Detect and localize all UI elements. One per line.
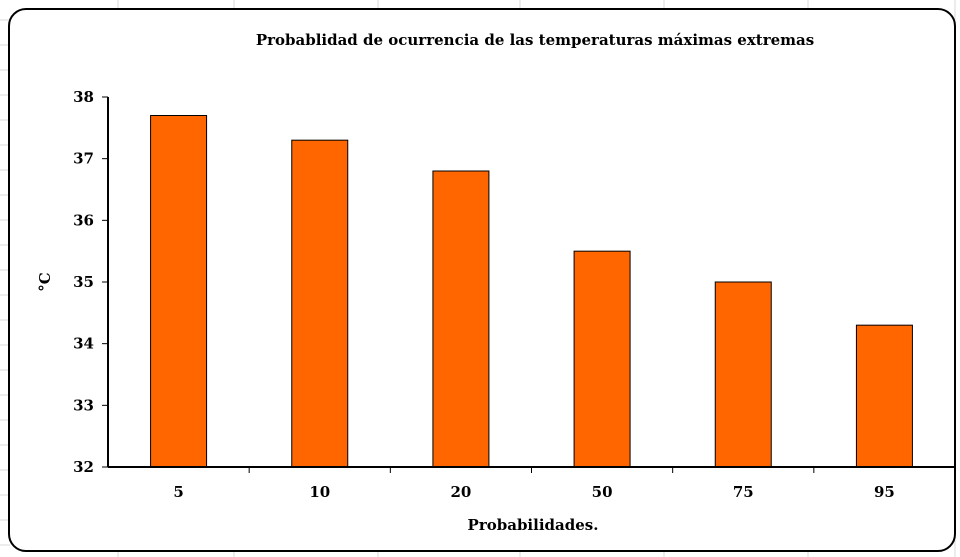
bar-75[interactable] xyxy=(714,281,772,468)
y-tick-label: 37 xyxy=(73,150,94,168)
x-axis-title: Probabilidades. xyxy=(468,516,599,534)
bar-50[interactable] xyxy=(573,250,631,468)
bar-series xyxy=(150,115,913,468)
x-tick-label: 50 xyxy=(592,483,613,501)
y-tick-label: 32 xyxy=(73,458,94,476)
bar-95[interactable] xyxy=(855,324,913,468)
bar-5[interactable] xyxy=(150,115,208,468)
x-axis-ticks: 5 10 20 50 75 95 xyxy=(173,467,895,501)
y-tick-label: 36 xyxy=(73,211,94,229)
y-tick-label: 35 xyxy=(73,273,94,291)
x-tick-label: 75 xyxy=(733,483,754,501)
x-tick-label: 10 xyxy=(309,483,330,501)
bar-10[interactable] xyxy=(291,139,349,468)
x-tick-label: 5 xyxy=(173,483,183,501)
x-tick-label: 95 xyxy=(874,483,895,501)
y-axis-title: °C xyxy=(36,272,54,292)
y-tick-label: 38 xyxy=(73,88,94,106)
y-axis-ticks: 32 33 34 35 36 37 38 xyxy=(73,88,108,476)
y-tick-label: 34 xyxy=(73,335,94,353)
bar-20[interactable] xyxy=(432,170,490,468)
x-tick-label: 20 xyxy=(450,483,471,501)
chart-title: Probablidad de ocurrencia de las tempera… xyxy=(256,31,814,49)
y-tick-label: 33 xyxy=(73,396,94,414)
